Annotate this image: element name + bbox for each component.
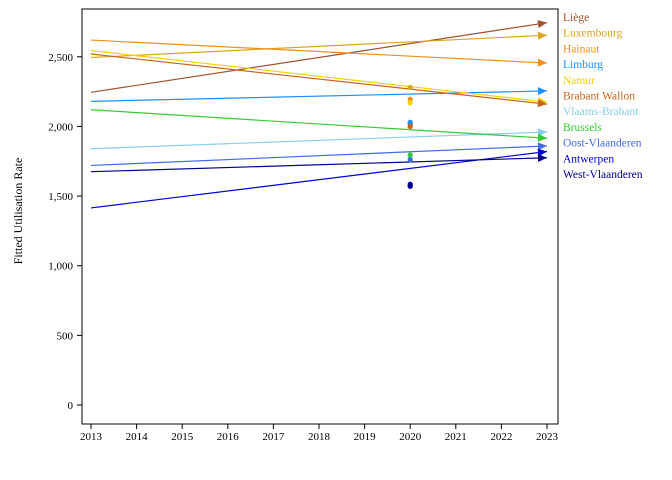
observed-point	[407, 183, 413, 189]
series-arrowhead	[537, 148, 547, 157]
y-tick-label: 2,500	[48, 52, 73, 64]
y-tick-label: 2,000	[48, 121, 73, 133]
series-arrowhead	[537, 142, 547, 151]
series-line	[90, 39, 548, 64]
observed-point	[407, 157, 413, 163]
y-tick-label: 500	[57, 330, 74, 342]
series-arrowhead	[537, 99, 547, 108]
observed-point	[407, 119, 413, 125]
plot-area	[81, 8, 559, 425]
x-tick-label: 2021	[445, 431, 467, 443]
legend: Liège Luxembourg Hainaut Limburg Namur Braban…	[563, 12, 643, 181]
series-arrowhead	[537, 20, 547, 28]
legend-label: Antwerpen	[563, 153, 614, 165]
series-line	[90, 109, 548, 139]
observed-point	[407, 84, 413, 91]
y-axis: 0 500 1,000 1,500 2,000 2,500	[48, 52, 82, 412]
series-line	[90, 90, 548, 102]
legend-label: Limburg	[563, 59, 603, 71]
series-arrowhead	[537, 87, 547, 96]
legend-label: Namur	[563, 75, 595, 87]
series-line	[90, 145, 548, 167]
x-tick-label: 2020	[399, 431, 422, 443]
series-arrowhead	[537, 133, 547, 142]
x-tick-label: 2016	[217, 431, 240, 443]
legend-label: Hainaut	[563, 43, 600, 55]
observed-points	[407, 84, 413, 189]
legend-label: Liège	[563, 12, 589, 24]
legend-label: Luxembourg	[563, 28, 622, 40]
observed-point	[407, 100, 413, 106]
series-arrowhead	[537, 58, 547, 67]
series-arrowhead	[537, 154, 547, 163]
legend-label: Brabant Wallon	[563, 91, 635, 103]
x-tick-label: 2015	[171, 431, 194, 443]
x-tick-label: 2013	[80, 431, 103, 443]
series-line	[90, 131, 548, 150]
y-tick-label: 1,000	[48, 261, 73, 273]
x-tick-label: 2014	[126, 431, 149, 443]
legend-label: West-Vlaanderen	[563, 169, 643, 181]
series-line	[90, 157, 548, 173]
legend-label: Oost-Vlaanderen	[563, 138, 642, 150]
series-line	[90, 22, 548, 93]
y-tick-label: 1,500	[48, 191, 73, 203]
series-line	[90, 53, 548, 105]
y-axis-title: Fitted Utilisation Rate	[11, 158, 25, 265]
series-line	[90, 34, 548, 59]
observed-point	[407, 152, 413, 158]
x-tick-label: 2019	[354, 431, 377, 443]
series-lines	[90, 20, 548, 209]
legend-label: Brussels	[563, 122, 603, 134]
series-line	[90, 49, 548, 103]
series-arrowhead	[537, 31, 547, 40]
y-tick-label: 0	[68, 400, 74, 412]
legend-label: Vlaams-Brabant	[563, 106, 639, 118]
x-tick-label: 2023	[536, 431, 559, 443]
x-tick-label: 2022	[490, 431, 512, 443]
series-arrowhead	[537, 128, 547, 137]
series-line	[90, 150, 548, 209]
x-tick-label: 2018	[308, 431, 331, 443]
x-tick-label: 2017	[262, 431, 285, 443]
observed-point	[407, 123, 413, 130]
x-axis: 2013 2014 2015 2016 2017 2018 2019 2020 2021 2022…	[80, 424, 559, 443]
